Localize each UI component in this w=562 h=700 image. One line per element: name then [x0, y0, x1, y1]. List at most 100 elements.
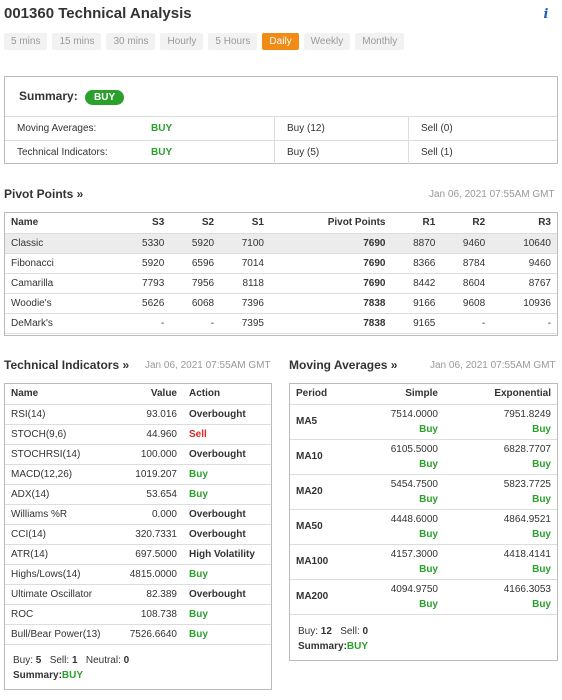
table-cell: 8366: [391, 253, 442, 274]
column-header: Period: [290, 384, 360, 405]
indicator-action: Overbought: [183, 584, 271, 605]
summary-row-buy: Buy (12): [287, 123, 325, 134]
moving-averages-table: Period Simple Exponential MA5 7514.0000 Buy 7…: [289, 383, 558, 661]
ma-period: MA100: [290, 544, 360, 580]
column-header: R3: [491, 213, 557, 234]
indicator-name: Highs/Lows(14): [5, 564, 123, 585]
column-header: Name: [5, 384, 123, 405]
timeframe-tabs: 5 mins 15 mins 30 mins Hourly 5 Hours Daily We…: [4, 33, 405, 50]
table-row: MA5 7514.0000 Buy 7951.8249 Buy: [290, 404, 557, 440]
indicator-name: STOCHRSI(14): [5, 444, 123, 465]
table-cell: 8442: [391, 273, 442, 294]
indicator-value: 44.960: [123, 424, 183, 445]
table-cell: 7956: [170, 273, 221, 294]
table-cell: Classic: [5, 233, 105, 254]
column-header: Simple: [360, 384, 444, 405]
tab-30-mins[interactable]: 30 mins: [106, 33, 156, 50]
ma-simple-cell: 5454.7500 Buy: [360, 474, 444, 510]
indicator-value: 100.000: [123, 444, 183, 465]
table-row: Highs/Lows(14) 4815.0000 Buy: [5, 564, 271, 585]
table-cell: Fibonacci: [5, 253, 105, 274]
table-cell: -: [491, 313, 557, 334]
table-cell: 9165: [391, 313, 442, 334]
indicator-action: Buy: [183, 604, 271, 625]
ma-simple-action: Buy: [419, 563, 438, 575]
table-row: MA10 6105.5000 Buy 6828.7707 Buy: [290, 439, 557, 475]
ma-exp-value: 4166.3053: [503, 583, 551, 595]
column-header: Exponential: [444, 384, 557, 405]
ma-period: MA50: [290, 509, 360, 545]
table-cell: -: [170, 313, 221, 334]
indicator-value: 1019.207: [123, 464, 183, 485]
ma-exp-cell: 5823.7725 Buy: [444, 474, 557, 510]
summary-panel: Summary: BUY Moving Averages: BUY Buy (1…: [4, 76, 558, 164]
table-cell: 10936: [491, 293, 557, 314]
table-cell: 9460: [491, 253, 557, 274]
moving-averages-link[interactable]: Moving Averages »: [289, 358, 398, 372]
ma-exp-cell: 6828.7707 Buy: [444, 439, 557, 475]
table-cell: 5920: [170, 233, 221, 254]
table-row: STOCH(9,6) 44.960 Sell: [5, 424, 271, 445]
indicator-action: Buy: [183, 564, 271, 585]
summary-row-name: Technical Indicators:: [17, 147, 108, 158]
indicator-action: Buy: [183, 464, 271, 485]
summary-label: Summary:: [19, 89, 78, 103]
ma-exp-action: Buy: [532, 493, 551, 505]
tab-monthly[interactable]: Monthly: [355, 33, 405, 50]
indicator-action: Buy: [183, 484, 271, 505]
table-cell: 6068: [170, 293, 221, 314]
table-row: MACD(12,26) 1019.207 Buy: [5, 464, 271, 485]
table-cell: 8784: [441, 253, 492, 274]
technical-indicators-link[interactable]: Technical Indicators »: [4, 358, 130, 372]
tab-5-mins[interactable]: 5 mins: [4, 33, 48, 50]
summary-badge: BUY: [85, 90, 125, 105]
indicator-action: High Volatility: [183, 544, 271, 565]
ma-simple-value: 4448.6000: [390, 513, 438, 525]
ma-exp-cell: 7951.8249 Buy: [444, 404, 557, 440]
summary-row-sell: Sell (1): [421, 147, 453, 158]
table-row: MA50 4448.6000 Buy 4864.9521 Buy: [290, 509, 557, 545]
pivot-points-link[interactable]: Pivot Points »: [4, 187, 84, 201]
tab-hourly[interactable]: Hourly: [160, 33, 204, 50]
ma-simple-cell: 7514.0000 Buy: [360, 404, 444, 440]
ma-exp-value: 4864.9521: [503, 513, 551, 525]
tab-weekly[interactable]: Weekly: [303, 33, 351, 50]
indicator-name: ADX(14): [5, 484, 123, 505]
indicator-value: 53.654: [123, 484, 183, 505]
moving-averages-counts: Buy: 12 Sell: 0: [298, 626, 369, 637]
column-header: R1: [391, 213, 442, 234]
ma-exp-action: Buy: [532, 563, 551, 575]
ma-exp-cell: 4418.4141 Buy: [444, 544, 557, 580]
ma-exp-action: Buy: [532, 528, 551, 540]
summary-row-name: Moving Averages:: [17, 123, 97, 134]
table-cell: 7014: [220, 253, 270, 274]
ma-simple-action: Buy: [419, 598, 438, 610]
table-cell: 7793: [104, 273, 171, 294]
info-icon[interactable]: i: [543, 7, 549, 22]
ma-exp-value: 7951.8249: [503, 408, 551, 420]
table-cell: 7396: [220, 293, 270, 314]
moving-averages-summary: Summary:BUY: [298, 641, 369, 652]
indicator-name: Ultimate Oscillator: [5, 584, 123, 605]
tab-15-mins[interactable]: 15 mins: [52, 33, 102, 50]
table-cell: 9608: [441, 293, 492, 314]
table-cell: 5626: [104, 293, 171, 314]
table-cell: -: [104, 313, 171, 334]
indicator-value: 697.5000: [123, 544, 183, 565]
ma-exp-action: Buy: [532, 423, 551, 435]
table-cell: 6596: [170, 253, 221, 274]
indicator-action: Overbought: [183, 524, 271, 545]
table-cell: 7838: [269, 313, 392, 334]
ma-simple-value: 4157.3000: [390, 548, 438, 560]
tab-daily[interactable]: Daily: [262, 33, 299, 50]
ma-exp-cell: 4864.9521 Buy: [444, 509, 557, 545]
column-header: S3: [104, 213, 171, 234]
indicator-name: CCI(14): [5, 524, 123, 545]
tab-5-hours[interactable]: 5 Hours: [208, 33, 258, 50]
indicator-name: ROC: [5, 604, 123, 625]
indicator-action: Overbought: [183, 504, 271, 525]
table-cell: Woodie's: [5, 293, 105, 314]
ma-period: MA10: [290, 439, 360, 475]
ma-exp-value: 5823.7725: [503, 478, 551, 490]
table-cell: Camarilla: [5, 273, 105, 294]
